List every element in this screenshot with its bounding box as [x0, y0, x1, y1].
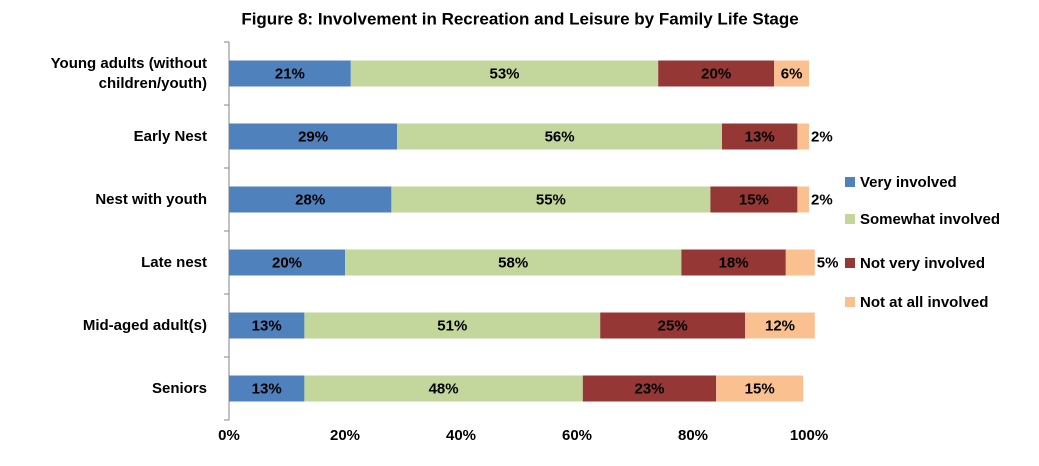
bar-segment [397, 123, 722, 150]
bar-segment [304, 375, 583, 402]
x-tick-label: 0% [218, 427, 240, 444]
data-label: 25% [658, 317, 688, 334]
data-label: 18% [719, 254, 749, 271]
bar-segment [716, 375, 804, 402]
bar-segment [745, 312, 815, 339]
data-label: 53% [489, 65, 519, 82]
bar-segment [229, 123, 398, 150]
y-tick-label: Mid-aged adult(s) [82, 316, 207, 334]
y-tick-label: Seniors [151, 379, 207, 397]
data-label: 15% [745, 380, 775, 397]
data-label: 20% [272, 254, 302, 271]
data-label: 20% [701, 65, 731, 82]
legend-label: Not very involved [860, 255, 985, 272]
data-label: 2% [811, 191, 833, 208]
data-label: 5% [817, 254, 839, 271]
bar-segment [797, 186, 809, 213]
y-tick-label: Young adults (without children/youth) [50, 54, 207, 92]
data-label: 13% [252, 317, 282, 334]
legend-label: Very involved [860, 174, 957, 191]
data-label: 2% [811, 128, 833, 145]
data-label: 12% [765, 317, 795, 334]
data-label: 15% [739, 191, 769, 208]
bar-segment [600, 312, 746, 339]
data-label: 48% [429, 380, 459, 397]
bar-segment [304, 312, 601, 339]
legend-swatch [845, 258, 855, 268]
data-label: 21% [275, 65, 305, 82]
data-label: 23% [634, 380, 664, 397]
data-label: 29% [298, 128, 328, 145]
bar-segment [345, 249, 682, 276]
data-label: 13% [745, 128, 775, 145]
bar-segment [722, 123, 798, 150]
legend-swatch [845, 297, 855, 307]
bar-segment [229, 249, 345, 276]
data-label: 13% [252, 380, 282, 397]
chart-title: Figure 8: Involvement in Recreation and … [241, 9, 798, 28]
x-tick-label: 100% [790, 427, 828, 444]
legend-swatch [845, 214, 855, 224]
legend-swatch [845, 177, 855, 187]
legend-label: Not at all involved [860, 294, 988, 311]
bar-segment [350, 60, 659, 87]
x-tick-label: 60% [562, 427, 592, 444]
y-tick-label: Nest with youth [95, 190, 207, 208]
bar-segment [785, 249, 815, 276]
x-tick-label: 80% [678, 427, 708, 444]
legend-label: Somewhat involved [860, 211, 1000, 228]
bar-segment [658, 60, 775, 87]
bar-segment [229, 375, 305, 402]
bar-segment [391, 186, 711, 213]
bar-segment [229, 186, 392, 213]
bar-segment [681, 249, 786, 276]
bar-segment [229, 60, 351, 87]
y-tick-label: Late nest [141, 253, 207, 271]
data-label: 28% [295, 191, 325, 208]
bar-segment [797, 123, 809, 150]
data-label: 56% [545, 128, 575, 145]
bar-segment [229, 312, 305, 339]
data-label: 55% [536, 191, 566, 208]
bar-segment [710, 186, 798, 213]
data-label: 51% [437, 317, 467, 334]
y-tick-label: Early Nest [133, 127, 207, 145]
data-label: 58% [498, 254, 528, 271]
bar-segment [774, 60, 809, 87]
bar-segment [582, 375, 717, 402]
x-tick-label: 20% [330, 427, 360, 444]
data-label: 6% [781, 65, 803, 82]
x-tick-label: 40% [446, 427, 476, 444]
